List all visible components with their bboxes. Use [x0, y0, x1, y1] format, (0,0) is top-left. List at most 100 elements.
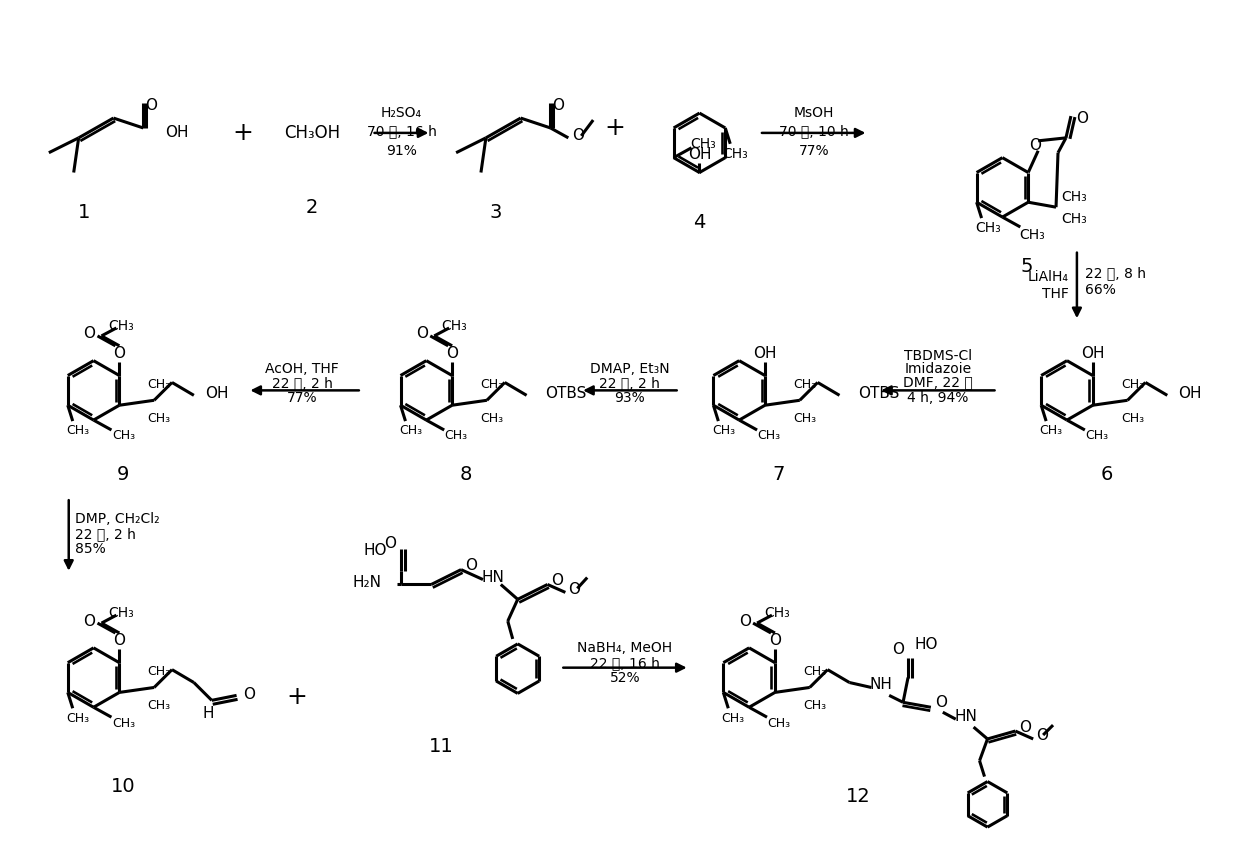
Text: CH₃: CH₃	[148, 698, 171, 712]
Text: AcOH, THF: AcOH, THF	[265, 361, 339, 376]
Text: NH: NH	[869, 677, 893, 692]
Text: O: O	[83, 613, 95, 629]
Text: LiAlH₄
THF: LiAlH₄ THF	[1028, 270, 1069, 300]
Text: O: O	[1076, 111, 1087, 125]
Text: CH₃: CH₃	[1019, 228, 1045, 242]
Text: 8: 8	[460, 465, 472, 484]
Text: +: +	[286, 686, 308, 710]
Text: CH₃: CH₃	[148, 665, 171, 678]
Text: 4: 4	[693, 213, 706, 232]
Text: CH₃: CH₃	[108, 319, 134, 333]
Text: O: O	[113, 347, 125, 361]
Text: 2: 2	[306, 197, 319, 217]
Text: OH: OH	[1081, 347, 1105, 361]
Text: CH₃: CH₃	[66, 425, 89, 438]
Text: O: O	[417, 326, 428, 341]
Text: 77%: 77%	[799, 144, 830, 158]
Text: DMP, CH₂Cl₂: DMP, CH₂Cl₂	[74, 512, 159, 526]
Text: 22 癒, 16 h: 22 癒, 16 h	[590, 656, 660, 670]
Text: O: O	[892, 643, 904, 657]
Text: OH: OH	[165, 125, 188, 141]
Text: 5: 5	[1021, 257, 1033, 276]
Text: CH₃: CH₃	[148, 378, 171, 391]
Text: 9: 9	[117, 465, 129, 484]
Text: 1: 1	[77, 202, 89, 221]
Text: OTBS: OTBS	[858, 386, 900, 401]
Text: 22 癒, 8 h
66%: 22 癒, 8 h 66%	[1085, 266, 1146, 297]
Text: CH₃: CH₃	[1085, 430, 1109, 443]
Text: OH: OH	[1178, 386, 1202, 401]
Text: O: O	[769, 633, 781, 649]
Text: 7: 7	[773, 465, 785, 484]
Text: 10: 10	[112, 777, 135, 796]
Text: O: O	[552, 573, 563, 588]
Text: O: O	[1037, 728, 1048, 744]
Text: 22 癒, 2 h: 22 癒, 2 h	[272, 377, 332, 390]
Text: CH₃: CH₃	[691, 136, 717, 151]
Text: 12: 12	[846, 787, 870, 806]
Text: CH₃: CH₃	[480, 378, 503, 391]
Text: O: O	[552, 98, 564, 112]
Text: 70 癒, 16 h: 70 癒, 16 h	[367, 124, 436, 138]
Text: OH: OH	[688, 148, 712, 162]
Text: O: O	[83, 326, 95, 341]
Text: CH₃: CH₃	[764, 607, 790, 620]
Text: DMAP, Et₃N: DMAP, Et₃N	[590, 361, 670, 376]
Text: DMF, 22 癒: DMF, 22 癒	[903, 376, 972, 390]
Text: CH₃: CH₃	[804, 698, 826, 712]
Text: CH₃: CH₃	[976, 221, 1002, 235]
Text: HO: HO	[363, 543, 387, 559]
Text: 3: 3	[490, 202, 502, 221]
Text: 11: 11	[429, 737, 454, 757]
Text: O: O	[145, 98, 157, 112]
Text: Imidazoie: Imidazoie	[904, 361, 971, 376]
Text: O: O	[1019, 720, 1032, 734]
Text: CH₃: CH₃	[768, 716, 790, 729]
Text: MsOH: MsOH	[794, 106, 833, 120]
Text: O: O	[1029, 138, 1042, 154]
Text: CH₃: CH₃	[112, 430, 135, 443]
Text: 22 癒, 2 h: 22 癒, 2 h	[599, 377, 661, 390]
Text: O: O	[739, 613, 751, 629]
Text: TBDMS-Cl: TBDMS-Cl	[904, 348, 972, 363]
Text: CH₃: CH₃	[399, 425, 422, 438]
Text: CH₃: CH₃	[112, 716, 135, 729]
Text: 6: 6	[1101, 465, 1112, 484]
Text: NaBH₄, MeOH: NaBH₄, MeOH	[578, 641, 672, 655]
Text: +: +	[232, 121, 253, 145]
Text: +: +	[605, 116, 625, 140]
Text: 4 h, 94%: 4 h, 94%	[908, 391, 968, 405]
Text: CH₃OH: CH₃OH	[284, 124, 340, 142]
Text: OH: OH	[753, 347, 776, 361]
Text: CH₃: CH₃	[441, 319, 467, 333]
Text: HN: HN	[955, 709, 977, 723]
Text: CH₃: CH₃	[758, 430, 780, 443]
Text: CH₃: CH₃	[66, 711, 89, 725]
Text: 52%: 52%	[610, 671, 640, 685]
Text: CH₃: CH₃	[794, 412, 816, 425]
Text: HN: HN	[481, 570, 505, 585]
Text: OTBS: OTBS	[546, 386, 587, 401]
Text: 85%: 85%	[74, 541, 105, 556]
Text: O: O	[568, 582, 580, 597]
Text: O: O	[573, 129, 584, 143]
Text: CH₃: CH₃	[148, 412, 171, 425]
Text: O: O	[935, 695, 947, 710]
Text: H: H	[202, 706, 213, 721]
Text: CH₃: CH₃	[445, 430, 467, 443]
Text: CH₃: CH₃	[722, 711, 745, 725]
Text: CH₃: CH₃	[794, 378, 816, 391]
Text: 93%: 93%	[615, 391, 645, 405]
Text: CH₃: CH₃	[804, 665, 826, 678]
Text: CH₃: CH₃	[1121, 378, 1145, 391]
Text: CH₃: CH₃	[712, 425, 735, 438]
Text: O: O	[113, 633, 125, 649]
Text: 77%: 77%	[286, 391, 317, 405]
Text: CH₃: CH₃	[723, 147, 748, 160]
Text: O: O	[465, 559, 477, 573]
Text: CH₃: CH₃	[1061, 212, 1086, 226]
Text: CH₃: CH₃	[1121, 412, 1145, 425]
Text: O: O	[384, 536, 397, 552]
Text: O: O	[446, 347, 458, 361]
Text: 91%: 91%	[386, 144, 417, 158]
